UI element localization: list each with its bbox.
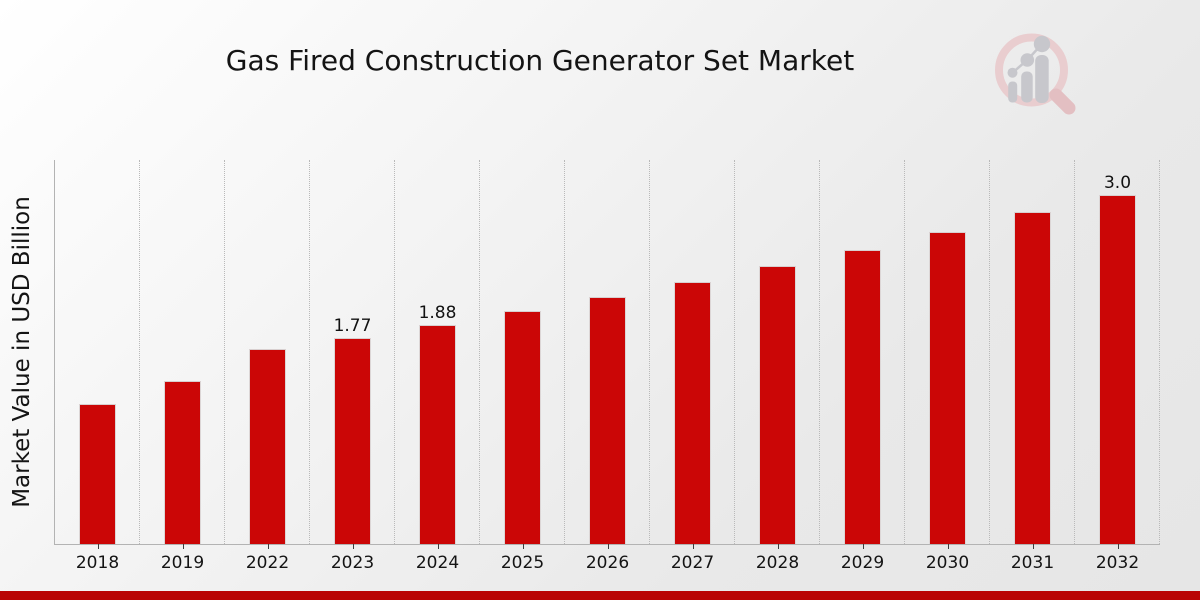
bar-2031 bbox=[1014, 212, 1051, 544]
gridline bbox=[479, 160, 480, 544]
x-tick-mark bbox=[1032, 544, 1034, 549]
x-tick-label-2032: 2032 bbox=[1095, 553, 1140, 573]
x-tick-mark bbox=[352, 544, 354, 549]
x-tick-mark bbox=[692, 544, 694, 549]
x-tick-mark bbox=[522, 544, 524, 549]
x-tick-label-2025: 2025 bbox=[500, 553, 545, 573]
x-tick-mark bbox=[437, 544, 439, 549]
magnifier-ring-icon bbox=[995, 33, 1076, 115]
x-tick-mark bbox=[862, 544, 864, 549]
brand-logo-icon bbox=[995, 33, 1076, 115]
growth-bars-icon bbox=[1007, 35, 1051, 103]
x-tick-label-2031: 2031 bbox=[1010, 553, 1055, 573]
x-tick-mark bbox=[97, 544, 99, 549]
bar-2029 bbox=[844, 250, 881, 544]
x-tick-mark bbox=[1117, 544, 1119, 549]
gridline bbox=[224, 160, 225, 544]
chart-title: Gas Fired Construction Generator Set Mar… bbox=[225, 44, 855, 77]
x-tick-label-2027: 2027 bbox=[670, 553, 715, 573]
gridline bbox=[394, 160, 395, 544]
x-tick-label-2019: 2019 bbox=[160, 553, 205, 573]
gridline bbox=[309, 160, 310, 544]
x-tick-label-2023: 2023 bbox=[330, 553, 375, 573]
bar-2023 bbox=[334, 338, 371, 544]
y-axis-label: Market Value in USD Billion bbox=[9, 196, 35, 508]
bar-2019 bbox=[164, 381, 201, 544]
bar-value-label: 1.88 bbox=[418, 303, 457, 323]
bar-value-label: 1.77 bbox=[333, 316, 372, 336]
x-tick-mark bbox=[607, 544, 609, 549]
x-tick-label-2029: 2029 bbox=[840, 553, 885, 573]
bar-2024 bbox=[419, 325, 456, 544]
footer-accent-bar bbox=[0, 591, 1200, 600]
gridline bbox=[734, 160, 735, 544]
plot-area: 2018 2019 2022 1.77 2023 1.88 2024 2025 2026 2027… bbox=[54, 160, 1160, 573]
gridline bbox=[649, 160, 650, 544]
bar-2022 bbox=[249, 349, 286, 544]
gridline bbox=[819, 160, 820, 544]
bar-value-label: 3.0 bbox=[1103, 173, 1132, 193]
bar-2032 bbox=[1099, 195, 1136, 544]
x-tick-mark bbox=[947, 544, 949, 549]
x-tick-label-2022: 2022 bbox=[245, 553, 290, 573]
gridline bbox=[904, 160, 905, 544]
gridline bbox=[1159, 160, 1160, 544]
bar-2025 bbox=[504, 311, 541, 544]
gridline bbox=[989, 160, 990, 544]
bar-2028 bbox=[759, 266, 796, 544]
bar-2027 bbox=[674, 282, 711, 544]
x-tick-mark bbox=[182, 544, 184, 549]
gridline bbox=[139, 160, 140, 544]
x-tick-label-2030: 2030 bbox=[925, 553, 970, 573]
bar-2018 bbox=[79, 404, 116, 544]
x-tick-label-2018: 2018 bbox=[75, 553, 120, 573]
x-tick-mark bbox=[267, 544, 269, 549]
x-tick-label-2024: 2024 bbox=[415, 553, 460, 573]
x-tick-label-2028: 2028 bbox=[755, 553, 800, 573]
x-tick-mark bbox=[777, 544, 779, 549]
bar-2030 bbox=[929, 232, 966, 544]
x-tick-label-2026: 2026 bbox=[585, 553, 630, 573]
gridline bbox=[1074, 160, 1075, 544]
bar-2026 bbox=[589, 297, 626, 544]
gridline bbox=[564, 160, 565, 544]
